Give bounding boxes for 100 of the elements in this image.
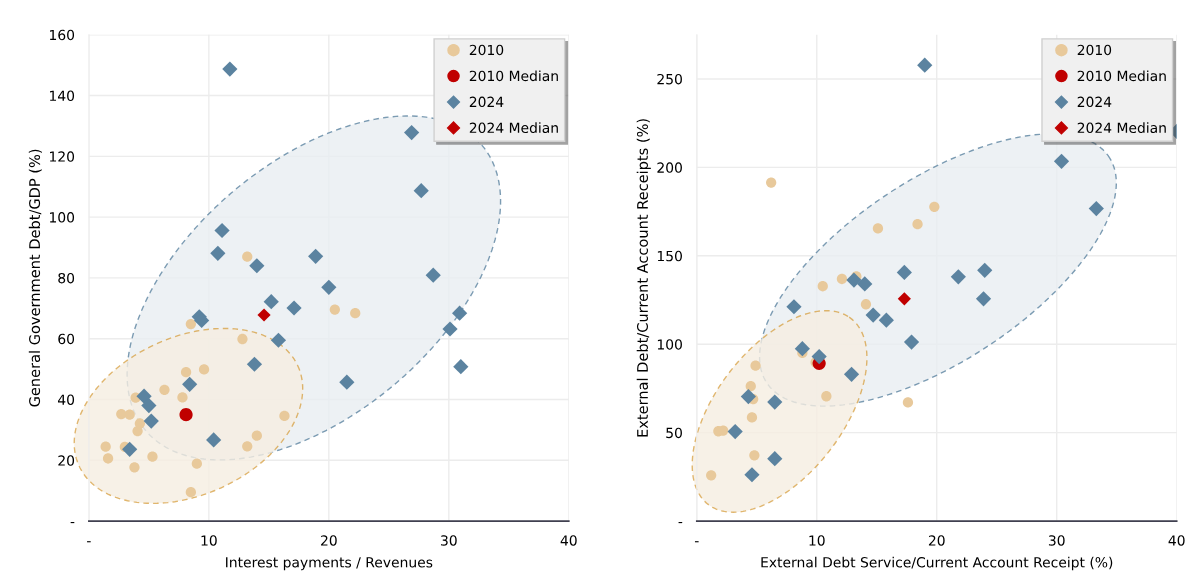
x-axis-title: Interest payments / Revenues — [226, 557, 433, 571]
y-axis-title: External Debt/Current Account Receipts (%) — [636, 119, 651, 437]
point — [237, 333, 248, 345]
point — [124, 409, 135, 420]
point — [257, 308, 271, 322]
point — [321, 279, 337, 295]
point — [817, 281, 828, 292]
point — [147, 451, 158, 462]
point — [180, 367, 192, 378]
y-tick-label: - — [678, 522, 683, 524]
point — [206, 432, 222, 448]
point — [413, 183, 429, 199]
x-tick-label: 10 — [809, 535, 825, 546]
point — [821, 391, 832, 402]
y-tick-label: - — [70, 522, 75, 524]
point — [1053, 153, 1070, 169]
y-tick-label: 120 — [50, 151, 75, 162]
point — [122, 441, 138, 457]
legend-label: 2024 — [469, 96, 504, 108]
y-tick-label: 20 — [58, 455, 75, 466]
point — [141, 397, 157, 414]
point — [286, 300, 302, 316]
point — [100, 441, 111, 452]
point — [222, 61, 238, 77]
point — [1088, 200, 1104, 217]
point — [872, 223, 884, 234]
point — [329, 304, 340, 315]
point — [929, 201, 940, 212]
y-axis-title: General Government Debt/GDP (%) — [28, 149, 42, 407]
y-tick-label: 80 — [58, 272, 75, 284]
x-tick-label: 20 — [321, 535, 337, 546]
y-tick-label: 160 — [50, 29, 75, 41]
x-tick-label: 40 — [560, 535, 577, 546]
point — [185, 318, 197, 330]
legend-label: 2010 — [469, 44, 504, 56]
point — [767, 451, 783, 467]
point — [750, 360, 761, 371]
x-tick-label: 30 — [441, 535, 457, 546]
point — [950, 269, 966, 285]
point — [878, 312, 894, 328]
point — [129, 462, 140, 473]
point — [308, 248, 324, 264]
point — [749, 450, 760, 461]
point — [102, 453, 114, 464]
legend-label: 2024 Median — [1077, 122, 1166, 134]
point — [185, 487, 197, 498]
point — [182, 376, 198, 392]
y-tick-label: 140 — [50, 90, 75, 102]
point — [917, 57, 933, 73]
point — [706, 470, 717, 481]
x-axis-title: External Debt Service/Current Account Receipt (%) — [761, 556, 1113, 571]
point — [902, 397, 914, 408]
point — [442, 321, 458, 337]
point — [977, 262, 993, 278]
y-tick-label: 50 — [666, 427, 682, 439]
point — [745, 381, 756, 392]
x-tick-label: 10 — [201, 535, 217, 546]
point — [339, 374, 355, 390]
point — [903, 334, 920, 350]
point — [249, 258, 265, 274]
point — [746, 412, 758, 423]
point — [740, 388, 756, 405]
legend-label: 2010 — [1077, 44, 1112, 56]
y-tick-label: 60 — [58, 333, 75, 345]
y-tick-label: 100 — [657, 339, 682, 350]
point — [897, 292, 911, 306]
y-tick-label: 40 — [57, 394, 75, 405]
point — [425, 267, 441, 283]
point — [132, 425, 143, 437]
y-tick-label: 250 — [657, 73, 682, 85]
point — [210, 245, 226, 261]
point — [453, 359, 469, 375]
x-tick-label: 20 — [928, 535, 945, 546]
point — [744, 467, 760, 483]
point — [896, 264, 912, 281]
y-tick-label: 100 — [50, 212, 75, 223]
point — [279, 410, 290, 422]
point — [270, 332, 287, 348]
point — [177, 392, 188, 403]
point — [242, 251, 253, 262]
point — [767, 394, 783, 410]
point — [794, 341, 810, 357]
x-tick-label: 40 — [1168, 535, 1185, 546]
point — [727, 424, 743, 440]
point — [404, 125, 420, 141]
x-tick-label: 30 — [1048, 535, 1065, 546]
point — [836, 273, 848, 285]
point — [246, 356, 263, 372]
point — [857, 276, 873, 292]
point — [350, 308, 361, 319]
point — [811, 349, 827, 365]
y-tick-label: 200 — [657, 162, 682, 173]
legend-label: 2010 Median — [1077, 70, 1166, 82]
point — [263, 294, 279, 310]
point — [452, 305, 468, 321]
point — [860, 299, 872, 310]
legend-label: 2024 — [1077, 96, 1112, 108]
y-tick-label: 150 — [657, 250, 682, 262]
point — [912, 219, 923, 230]
point — [136, 388, 152, 404]
